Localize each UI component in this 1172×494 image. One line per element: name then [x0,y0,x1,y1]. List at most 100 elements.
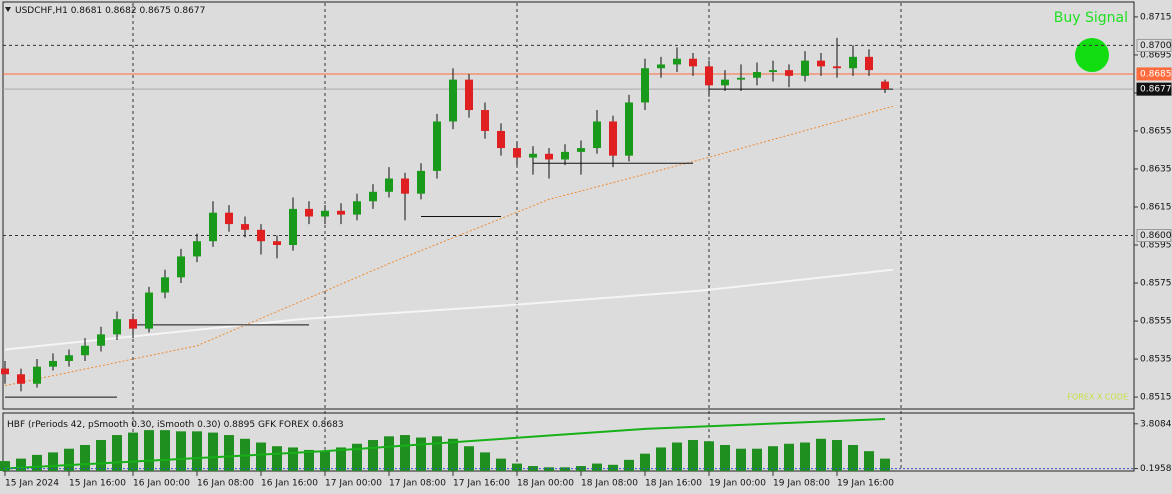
candle-body [129,319,137,329]
x-tick-label: 19 Jan 16:00 [837,479,894,489]
candle-body [321,210,329,217]
quote: 0.8681 [71,6,103,16]
indicator-bar [592,463,602,471]
indicator-bar [736,448,746,471]
indicator-bar [80,444,90,471]
indicator-bar [880,458,890,471]
indicator-bar [768,446,778,471]
indicator-bar [352,443,362,471]
indicator-bar [672,442,682,471]
candle-body [545,153,553,160]
indicator-bar [512,463,522,471]
x-tick-label: 18 Jan 00:00 [517,479,574,489]
x-tick-label: 17 Jan 16:00 [453,479,510,489]
candle-body [241,224,249,230]
candle-body [337,210,345,215]
candle-body [769,70,777,73]
candle-body [209,212,217,242]
indicator-bar [272,446,282,471]
y-tick-label: 0.8535 [1140,355,1172,365]
candle-body [593,121,601,149]
indicator-bar [208,432,218,471]
candle-body [385,178,393,192]
candle-body [1,368,9,375]
indicator-bar [784,443,794,471]
x-tick-label: 16 Jan 16:00 [261,479,318,489]
y-tick-label: 0.8515 [1140,393,1172,403]
candle-body [177,256,185,278]
indicator-bar [864,451,874,471]
indicator-bar [112,435,122,471]
indicator-bar [432,436,442,471]
price-label-box [1136,67,1172,81]
indicator-bar [16,458,26,471]
price-label: 0.8600 [1140,231,1172,241]
indicator-line [4,417,886,470]
quote: 0.8682 [105,6,137,16]
candle-body [417,170,425,194]
candle-body [97,334,105,346]
candle-body [273,241,281,246]
indicator-bar [656,447,666,471]
moving-average [4,268,894,351]
x-tick-label: 15 Jan 16:00 [69,479,126,489]
indicator-bar [32,454,42,471]
candle-body [17,374,25,384]
price-label: 0.8677 [1140,85,1172,95]
candle-body [577,148,585,152]
menu-icon[interactable] [5,7,11,12]
y-tick-label: 0.8655 [1140,126,1172,136]
candle-body [705,66,713,86]
x-tick-label: 15 Jan 2024 [5,479,59,489]
candle-body [257,229,265,242]
indicator-bar [192,431,202,471]
indicator-bar [304,449,314,471]
candle-body [801,60,809,76]
candle-body [721,79,729,86]
indicator-bar [480,452,490,471]
indicator-bar [320,451,330,471]
candle-body [625,102,633,156]
indicator-bar [832,440,842,471]
y-tick-label: 0.8595 [1140,241,1172,251]
candle-body [305,208,313,217]
candle-body [401,178,409,194]
indicator-bar [752,448,762,471]
price-label: 0.8700 [1140,41,1172,51]
y-tick-label: 0.8695 [1140,50,1172,60]
y-tick-label: 0.8615 [1140,202,1172,212]
indicator-bar [496,458,506,471]
candle-body [737,77,745,80]
x-tick-label: 18 Jan 16:00 [645,479,702,489]
indicator-bar [640,453,650,471]
candle-body [689,58,697,67]
candle-body [161,277,169,293]
main-frame [2,1,1135,410]
indicator-value: 0.8895 [224,420,256,430]
price-label: 0.8685 [1140,69,1172,79]
indicator-bar [176,431,186,471]
indicator-bar [368,440,378,471]
x-tick-label: 19 Jan 00:00 [709,479,766,489]
indicator-bar [624,459,634,471]
quote: 0.8675 [139,6,171,16]
candle-body [785,70,793,76]
indicator-header: HBF (rPeriods 42, pSmooth 0.30, iSmooth … [7,420,344,430]
candle-body [433,121,441,171]
signal-label: Buy Signal [1054,10,1128,26]
candle-body [49,360,57,367]
candle-body [369,191,377,202]
signal-dot [1075,38,1109,72]
indicator-tick-label: 3.8084 [1140,419,1172,429]
quote: 0.8677 [174,6,206,16]
indicator-bar [704,441,714,471]
price-label-box [1136,82,1172,96]
y-tick-label: 0.8575 [1140,279,1172,289]
indicator-bar [848,444,858,471]
candle-body [817,60,825,67]
candle-body [481,110,489,131]
y-tick-label: 0.8715 [1140,12,1172,22]
indicator-bar [224,435,234,471]
